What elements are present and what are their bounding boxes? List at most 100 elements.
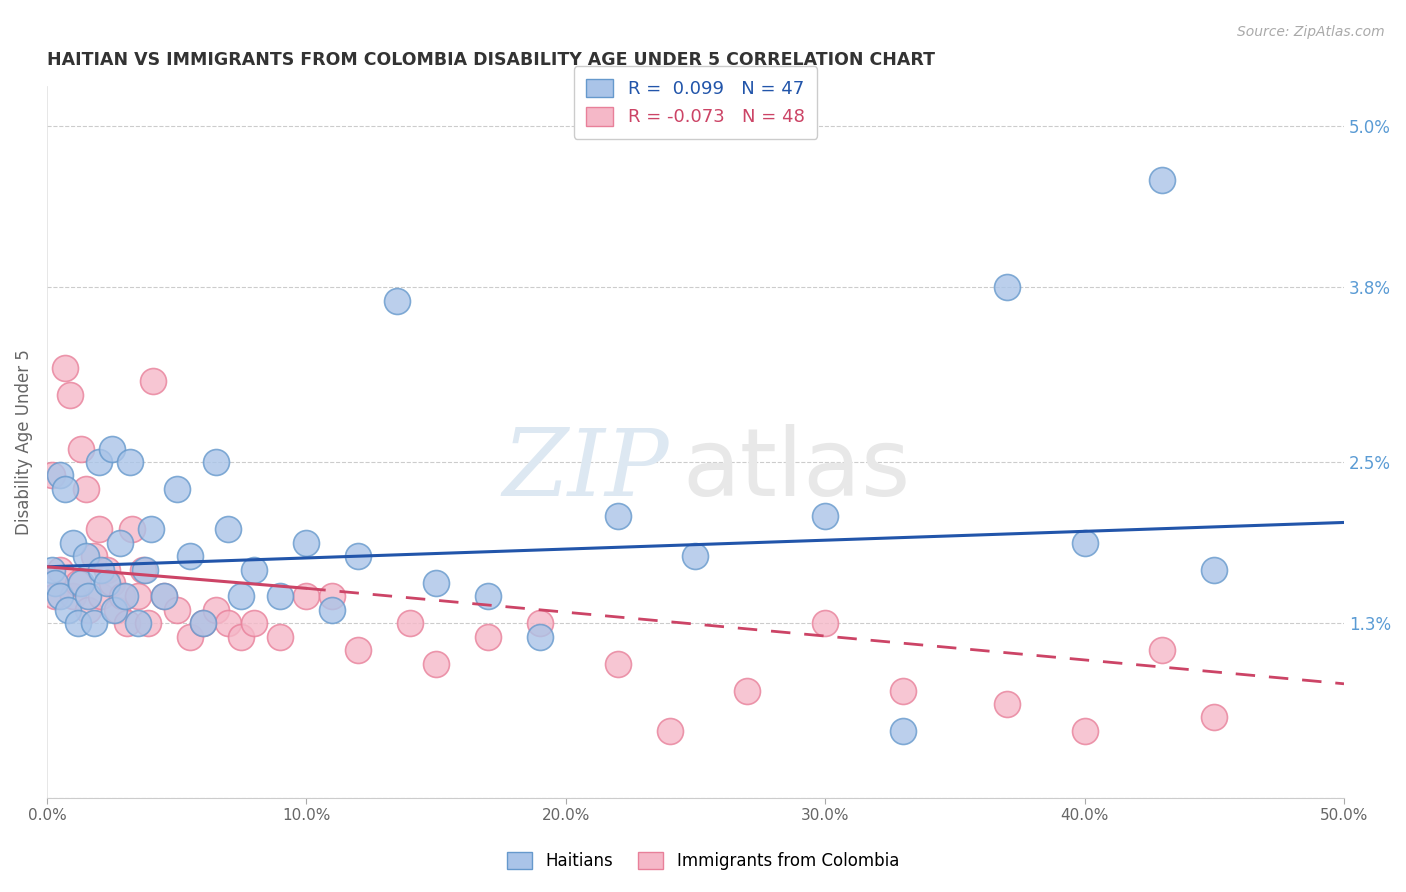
Point (166, 482, 188, 496)
Point (995, 697, 1018, 711)
Point (218, 522, 240, 536)
Y-axis label: Disability Age Under 5: Disability Age Under 5 (15, 349, 32, 534)
Point (111, 590, 134, 604)
Point (166, 603, 188, 617)
Point (1204, 562, 1226, 576)
Point (87, 522, 110, 536)
Point (347, 549, 370, 563)
Point (269, 590, 291, 604)
Point (231, 590, 253, 604)
Point (56, 603, 79, 617)
Point (103, 603, 125, 617)
Text: ZIP: ZIP (503, 425, 669, 516)
Point (105, 603, 128, 617)
Text: HAITIAN VS IMMIGRANTS FROM COLOMBIA DISABILITY AGE UNDER 5 CORRELATION CHART: HAITIAN VS IMMIGRANTS FROM COLOMBIA DISA… (46, 51, 935, 69)
Point (90, 562, 112, 576)
Point (69, 576, 91, 591)
Point (59, 388, 82, 402)
Point (891, 723, 914, 738)
Point (179, 630, 201, 644)
Point (44, 576, 66, 591)
Point (75, 482, 97, 496)
Legend: Haitians, Immigrants from Colombia: Haitians, Immigrants from Colombia (501, 845, 905, 877)
Point (1073, 723, 1095, 738)
Point (108, 535, 131, 549)
Point (41, 468, 63, 483)
Point (127, 616, 149, 631)
Point (75, 549, 97, 563)
Point (117, 616, 139, 631)
Point (134, 562, 156, 576)
Point (62, 535, 84, 549)
Point (62, 590, 84, 604)
Point (477, 590, 499, 604)
Point (529, 630, 551, 644)
Point (77, 590, 100, 604)
Point (218, 616, 240, 631)
Point (204, 603, 226, 617)
Point (321, 603, 343, 617)
Point (204, 455, 226, 469)
Point (49, 590, 72, 604)
Point (385, 293, 408, 308)
Point (139, 522, 162, 536)
Point (995, 280, 1018, 294)
Point (114, 590, 136, 604)
Point (891, 683, 914, 698)
Point (66, 616, 89, 631)
Point (399, 616, 422, 631)
Text: atlas: atlas (682, 425, 911, 516)
Point (191, 616, 214, 631)
Point (121, 522, 143, 536)
Legend: R =  0.099   N = 47, R = -0.073   N = 48: R = 0.099 N = 47, R = -0.073 N = 48 (574, 66, 817, 139)
Point (53, 482, 76, 496)
Text: Source: ZipAtlas.com: Source: ZipAtlas.com (1237, 25, 1385, 39)
Point (295, 535, 318, 549)
Point (44, 590, 66, 604)
Point (737, 683, 759, 698)
Point (87, 455, 110, 469)
Point (347, 643, 370, 657)
Point (69, 442, 91, 456)
Point (243, 562, 266, 576)
Point (658, 723, 681, 738)
Point (100, 442, 122, 456)
Point (77, 603, 100, 617)
Point (425, 657, 447, 671)
Point (100, 576, 122, 591)
Point (41, 562, 63, 576)
Point (529, 616, 551, 631)
Point (295, 590, 318, 604)
Point (425, 576, 447, 591)
Point (90, 590, 112, 604)
Point (53, 360, 76, 375)
Point (136, 616, 159, 631)
Point (179, 549, 201, 563)
Point (1204, 710, 1226, 724)
Point (191, 616, 214, 631)
Point (477, 630, 499, 644)
Point (142, 374, 165, 388)
Point (49, 468, 72, 483)
Point (49, 562, 72, 576)
Point (132, 562, 155, 576)
Point (269, 630, 291, 644)
Point (83, 616, 105, 631)
Point (96, 562, 118, 576)
Point (1152, 172, 1174, 186)
Point (685, 549, 707, 563)
Point (606, 508, 628, 523)
Point (814, 508, 837, 523)
Point (127, 590, 149, 604)
Point (66, 576, 89, 591)
Point (1152, 643, 1174, 657)
Point (231, 630, 253, 644)
Point (321, 590, 343, 604)
Point (152, 590, 174, 604)
Point (243, 616, 266, 631)
Point (1073, 535, 1095, 549)
Point (96, 576, 118, 591)
Point (118, 455, 141, 469)
Point (83, 549, 105, 563)
Point (152, 590, 174, 604)
